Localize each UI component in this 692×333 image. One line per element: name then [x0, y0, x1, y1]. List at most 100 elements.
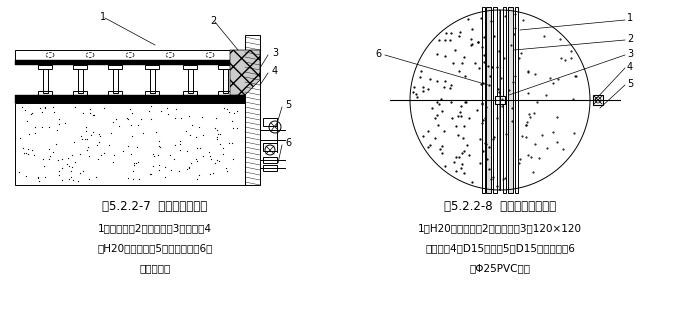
Point	[207, 170, 218, 175]
Point	[162, 105, 173, 111]
Point	[131, 145, 143, 150]
Bar	[15, 60, 245, 65]
Point	[221, 168, 232, 173]
Text: 6: 6	[285, 138, 291, 148]
Point	[83, 154, 94, 159]
Point	[212, 135, 223, 140]
Bar	[15, 103, 245, 185]
Text: －H20木工字梁；5－芯带支座；6－: －H20木工字梁；5－芯带支座；6－	[98, 243, 212, 253]
Bar	[218, 65, 232, 69]
Point	[181, 148, 192, 153]
Point	[227, 118, 238, 124]
Point	[70, 105, 81, 110]
Point	[39, 175, 51, 180]
Point	[194, 146, 205, 151]
Text: 1－H20木工字梁；2－钢背楞；3－120×120: 1－H20木工字梁；2－钢背楞；3－120×120	[418, 223, 582, 233]
Point	[30, 124, 41, 129]
Text: 芯带支座销: 芯带支座销	[139, 263, 171, 273]
Point	[23, 147, 34, 152]
Point	[21, 118, 33, 124]
Text: 图5.2.2-7  模板阳角连接图: 图5.2.2-7 模板阳角连接图	[102, 200, 208, 213]
Point	[185, 133, 196, 138]
Point	[148, 152, 159, 157]
Point	[77, 168, 88, 173]
Point	[133, 160, 144, 165]
Point	[84, 107, 95, 112]
Point	[122, 176, 134, 181]
Point	[148, 153, 159, 159]
Point	[57, 177, 68, 182]
Point	[137, 131, 148, 136]
Point	[174, 168, 185, 174]
Point	[99, 150, 110, 156]
Point	[24, 132, 35, 137]
Point	[20, 173, 31, 178]
Bar	[78, 69, 83, 93]
Point	[68, 177, 79, 183]
Text: 5: 5	[627, 79, 633, 89]
Point	[166, 167, 177, 173]
Bar	[73, 91, 87, 95]
Point	[222, 107, 233, 112]
Point	[26, 111, 37, 116]
Point	[47, 104, 58, 109]
Point	[38, 164, 49, 169]
Bar	[188, 69, 193, 93]
Point	[44, 156, 55, 162]
Point	[74, 151, 85, 156]
Point	[190, 157, 201, 162]
Text: 5: 5	[285, 100, 291, 110]
Point	[132, 122, 143, 128]
Point	[77, 137, 88, 142]
Point	[53, 121, 64, 127]
Point	[14, 169, 25, 174]
Point	[109, 153, 120, 158]
Point	[87, 112, 98, 118]
Point	[118, 148, 129, 154]
Bar	[593, 95, 603, 105]
Point	[163, 111, 174, 116]
Bar	[263, 165, 277, 171]
Point	[14, 135, 25, 141]
Point	[228, 156, 239, 161]
Point	[218, 151, 229, 157]
Bar	[73, 65, 87, 69]
Point	[231, 109, 242, 114]
Text: 1: 1	[100, 12, 106, 22]
Text: 图5.2.2-8  外墙大模板加固图: 图5.2.2-8 外墙大模板加固图	[444, 200, 556, 213]
Point	[228, 126, 239, 131]
Point	[151, 129, 162, 134]
Point	[84, 111, 95, 116]
Point	[95, 152, 107, 158]
Point	[187, 122, 198, 127]
Bar	[150, 69, 155, 93]
Point	[94, 131, 105, 137]
Point	[75, 170, 86, 175]
Point	[19, 107, 30, 113]
Polygon shape	[230, 50, 260, 95]
Bar	[508, 7, 513, 193]
Bar	[263, 143, 277, 151]
Bar	[218, 91, 232, 95]
Point	[153, 152, 164, 158]
Point	[84, 106, 95, 112]
Point	[153, 167, 164, 172]
Point	[210, 125, 221, 131]
Point	[34, 105, 45, 111]
Text: 2: 2	[210, 16, 216, 26]
Point	[82, 136, 93, 141]
Point	[104, 143, 115, 148]
Point	[170, 142, 181, 148]
Point	[78, 111, 89, 116]
Text: 钢垫板；4－D15螺杆；5－D15蝶形螺母；6: 钢垫板；4－D15螺杆；5－D15蝶形螺母；6	[425, 243, 575, 253]
Point	[113, 124, 125, 129]
Point	[192, 176, 203, 182]
Point	[134, 176, 145, 182]
Point	[154, 144, 165, 149]
Bar	[108, 65, 122, 69]
Point	[63, 164, 74, 169]
Point	[53, 158, 64, 163]
Point	[17, 145, 28, 151]
Point	[107, 120, 118, 125]
Point	[92, 157, 103, 162]
